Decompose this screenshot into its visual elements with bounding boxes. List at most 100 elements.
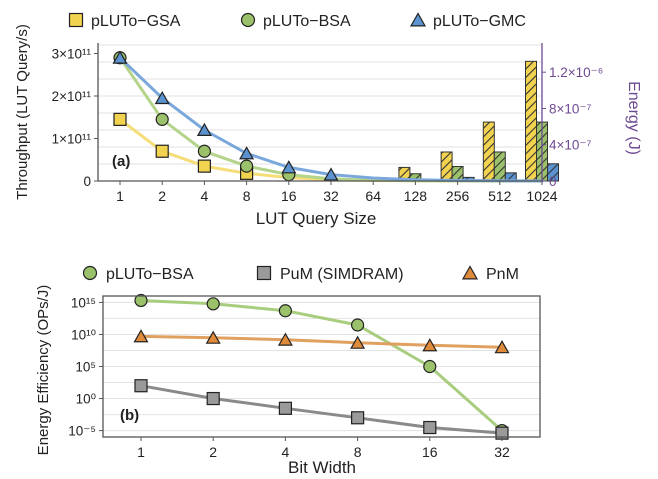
panel-a-y2-tick-label: 4×10⁻⁷ — [549, 138, 592, 153]
panel-b-legend: pLUTo−BSA PuM (SIMDRAM) PnM — [82, 265, 519, 283]
panel-b-x-tick-label: 32 — [494, 444, 510, 460]
panel-a-series-points — [112, 50, 339, 182]
panel-b-point-pum-simdram — [206, 391, 220, 406]
panel-a-legend-marker-pluto-bsa — [240, 12, 256, 28]
panel-b-point-pnm — [494, 340, 510, 354]
panel-b-y-tick-label: 10¹⁰ — [71, 327, 97, 342]
panel-b-legend-label-pum-simdram: PuM (SIMDRAM) — [280, 266, 404, 283]
panel-b-legend-label-pnm: PnM — [486, 266, 519, 283]
panel-b-legend-label-pluto-bsa: pLUTo−BSA — [106, 266, 194, 283]
panel-b-x-axis-title: Bit Width — [288, 458, 356, 477]
panel-a-x-tick-label: 64 — [365, 188, 381, 204]
panel-b-y-tick-label: 10⁵ — [75, 360, 96, 375]
panel-b-point-pnm — [205, 330, 221, 344]
panel-a-legend-label-pluto-gmc: pLUTo−GMC — [433, 13, 526, 30]
panel-a-label: (a) — [112, 153, 130, 170]
panel-a-legend-label-pluto-gsa: pLUTo−GSA — [91, 13, 181, 30]
panel-b-label: (b) — [120, 407, 139, 424]
panel-b-line-pum-simdram — [139, 384, 504, 435]
panel-b-point-pum-simdram — [134, 379, 148, 393]
panel-b-point-pnm — [350, 335, 366, 349]
panel-a-point-pluto-gmc — [323, 167, 339, 181]
panel-a-legend-marker-pluto-gmc — [409, 12, 427, 27]
panel-a-x-tick-label: 256 — [446, 188, 470, 204]
panel-b-line-pnm — [139, 334, 504, 349]
panel-b-point-pum-simdram — [423, 420, 437, 435]
panel-b-x-tick-label: 1 — [137, 444, 145, 460]
panel-a-y-axis-title: Throughput (LUT Query/s) — [14, 24, 31, 200]
panel-a-point-pluto-gmc — [154, 90, 170, 105]
panel-b-series-points — [133, 293, 510, 440]
panel-a-y-tick-label: 0 — [83, 174, 91, 189]
panel-a-energy-bar-pluto-gsa — [482, 121, 495, 182]
panel-a-series-lines — [118, 56, 544, 183]
panel-a-x-tick-label: 32 — [323, 188, 339, 204]
panel-b-x-tick-label: 8 — [354, 444, 362, 460]
panel-b-point-pnm — [133, 329, 149, 343]
panel-b-point-pum-simdram — [278, 401, 292, 415]
panel-b-point-pnm — [277, 332, 293, 346]
panel-a-point-pluto-bsa — [155, 112, 169, 126]
panel-b-legend-marker-pum-simdram — [256, 265, 272, 281]
panel-a-energy-bar-pluto-gmc — [547, 163, 559, 182]
panel-a-point-pluto-gsa — [197, 159, 211, 173]
panel-b-point-pluto-bsa — [278, 304, 292, 318]
panel-a-x-tick-label: 2 — [158, 188, 166, 204]
panel-a-y2-tick-label: 8×10⁻⁷ — [549, 101, 592, 116]
panel-a-y-tick-label: 2×10¹¹ — [52, 89, 92, 104]
panel-b-x-tick-label: 16 — [422, 444, 438, 460]
panel-a-point-pluto-gsa — [113, 112, 127, 126]
panel-a-legend-label-pluto-bsa: pLUTo−BSA — [263, 13, 351, 30]
panel-b-point-pluto-bsa — [351, 318, 365, 332]
panel-b-point-pum-simdram — [351, 411, 365, 425]
panel-b-series-lines — [139, 299, 504, 435]
panel-a-x-tick-label: 16 — [281, 188, 297, 204]
panel-b-y-tick-label: 10⁻⁵ — [68, 424, 96, 439]
panel-b-point-pluto-bsa — [423, 359, 437, 374]
panel-a-y2-tick-label: 1.2×10⁻⁶ — [549, 65, 603, 80]
panel-b-energy-efficiency-chart: pLUTo−BSA PuM (SIMDRAM) PnM 10⁻⁵ 10⁰ 10⁵ 10¹⁰… — [35, 265, 541, 477]
panel-a-point-pluto-gmc — [281, 160, 297, 174]
panel-a-gridlines — [98, 44, 542, 182]
panel-a-legend-marker-pluto-gsa — [68, 12, 84, 28]
panel-a-energy-bar-pluto-bsa — [451, 165, 464, 182]
panel-a-point-pluto-gmc — [196, 122, 212, 136]
panel-a-x-tick-label: 128 — [404, 188, 428, 204]
panel-a-y2-tick-label: 0 — [549, 174, 557, 189]
panel-b-legend-marker-pnm — [461, 265, 479, 280]
panel-b-y-axis-title: Energy Efficiency (OPs/J) — [35, 285, 52, 456]
panel-a-energy-bar-pluto-gsa — [525, 60, 537, 182]
panel-b-y-tick-label: 10⁰ — [76, 392, 97, 407]
panel-b-gridlines — [103, 301, 540, 432]
panel-a-legend: pLUTo−GSA pLUTo−BSA pLUTo−GMC — [68, 12, 526, 30]
panel-b-x-tick-label: 2 — [209, 444, 217, 460]
panel-a-y2-axis-title: Energy (J) — [625, 81, 642, 155]
panel-a-line-pluto-bsa — [118, 56, 544, 183]
panel-a-line-pluto-gmc — [118, 56, 544, 183]
panel-a-axes: 0 1×10¹¹ 2×10¹¹ 3×10¹¹ 0 4×10⁻⁷ 8×10⁻⁷ 1.2×10⁻⁶… — [52, 43, 603, 204]
panel-a-x-tick-label: 1 — [116, 188, 124, 204]
panel-a-point-pluto-gmc — [112, 50, 128, 64]
panel-a-y-tick-label: 1×10¹¹ — [52, 132, 92, 147]
panel-a-point-pluto-bsa — [197, 144, 211, 158]
panel-a-energy-bar-pluto-bsa — [493, 151, 506, 182]
panel-b-point-pnm — [422, 338, 438, 352]
panel-b-point-pluto-bsa — [134, 293, 148, 308]
panel-b-line-pluto-bsa — [139, 299, 504, 433]
panel-a-x-axis-title: LUT Query Size — [256, 209, 377, 228]
panel-b-axes: 10⁻⁵ 10⁰ 10⁵ 10¹⁰ 10¹⁵ 1 2 4 8 16 32 — [68, 295, 541, 460]
panel-a-x-tick-label: 8 — [243, 188, 251, 204]
panel-a-point-pluto-gsa — [155, 144, 169, 158]
panel-a-x-tick-label: 4 — [201, 188, 209, 204]
panel-a-throughput-chart: pLUTo−GSA pLUTo−BSA pLUTo−GMC 0 1×10¹¹ 2×10¹… — [14, 12, 642, 228]
panel-b-y-tick-label: 10¹⁵ — [71, 295, 96, 310]
panel-b-x-tick-label: 4 — [282, 444, 290, 460]
panel-a-x-tick-label: 1024 — [526, 188, 557, 204]
panel-b-legend-marker-pluto-bsa — [82, 265, 98, 281]
panel-a-y-tick-label: 3×10¹¹ — [52, 47, 92, 62]
panel-a-energy-bar-pluto-gsa — [440, 151, 453, 182]
panel-a-point-pluto-gmc — [239, 146, 255, 160]
panel-a-point-pluto-bsa — [240, 159, 254, 173]
panel-b-point-pluto-bsa — [206, 297, 220, 311]
